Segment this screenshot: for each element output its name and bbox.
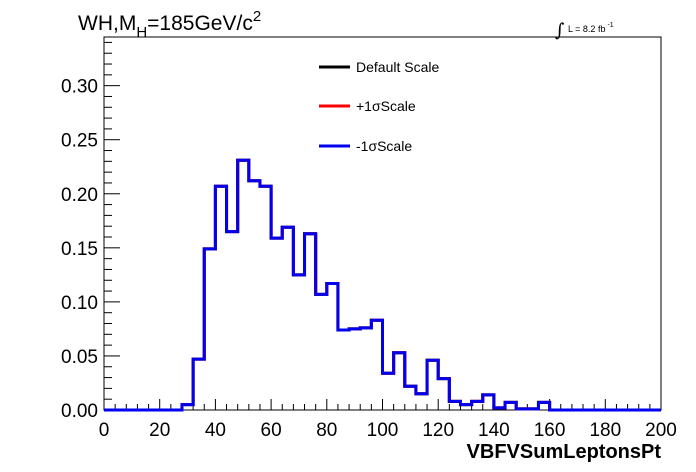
lumi-integral-sign: ∫ [555, 20, 565, 41]
x-axis-ticks: 0 20 40 60 80 100 120 140 160 180 200 [99, 399, 677, 441]
x-tick-label: 80 [316, 420, 337, 441]
x-tick-label: 40 [205, 420, 226, 441]
y-tick-label: 0.25 [61, 131, 98, 152]
y-tick-label: 0.00 [61, 401, 98, 422]
y-tick-label: 0.30 [61, 77, 98, 98]
lumi-superscript: -1 [607, 22, 613, 29]
plot-title-superscript: 2 [253, 8, 261, 25]
x-tick-label: 160 [534, 420, 566, 441]
y-tick-label: 0.15 [61, 239, 98, 260]
y-axis-ticks: 0.00 0.05 0.10 0.15 0.20 0.25 0.30 [61, 41, 120, 422]
plot-title-subscript: H [136, 24, 147, 41]
series-line-2 [104, 158, 661, 412]
legend: Default Scale +1σScale -1σScale [319, 59, 439, 154]
legend-label-minus-1sigma: -1σScale [356, 138, 412, 154]
legend-label-plus-1sigma: +1σScale [356, 98, 416, 114]
x-tick-label: 100 [367, 420, 399, 441]
x-tick-label: 20 [149, 420, 170, 441]
legend-label-default-scale: Default Scale [356, 59, 439, 75]
x-tick-label: 180 [589, 420, 621, 441]
x-tick-label: 200 [645, 420, 677, 441]
y-tick-label: 0.10 [61, 293, 98, 314]
y-tick-label: 0.20 [61, 185, 98, 206]
y-tick-label: 0.05 [61, 347, 98, 368]
x-tick-label: 0 [99, 420, 110, 441]
x-axis-label: VBFVSumLeptonsPt [467, 441, 662, 463]
x-tick-label: 120 [422, 420, 454, 441]
x-tick-label: 140 [478, 420, 510, 441]
x-tick-label: 60 [261, 420, 282, 441]
lumi-label: L = 8.2 fb -1 [568, 22, 614, 34]
series-layer [104, 158, 661, 412]
plot-title: WH,MH=185GeV/c2 [78, 8, 261, 41]
